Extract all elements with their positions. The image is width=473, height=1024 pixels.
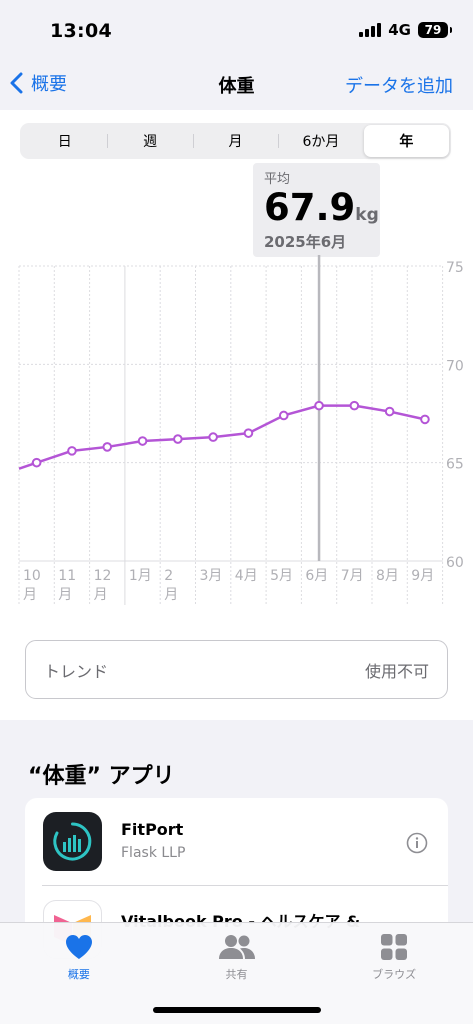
- network-type: 4G: [388, 21, 411, 39]
- data-point[interactable]: [349, 400, 360, 411]
- x-tick-label: 3月: [200, 568, 223, 584]
- period-segmented-control: 日 週 月 6か月 年: [20, 123, 451, 159]
- tab-label: ブラウズ: [372, 968, 417, 981]
- x-tick-label: 10: [23, 568, 41, 584]
- battery-icon: 79: [418, 22, 452, 38]
- segment-6months[interactable]: 6か月: [278, 125, 363, 157]
- selection-tooltip: 平均 67.9kg 2025年6月: [253, 163, 380, 257]
- x-tick-label: 4月: [235, 568, 258, 584]
- fitport-app-icon: [43, 812, 102, 871]
- x-tick-label: 6月: [305, 568, 328, 584]
- trend-row[interactable]: トレンド 使用不可: [25, 640, 448, 699]
- x-tick-label: 12: [94, 568, 112, 584]
- people-icon: [218, 935, 255, 959]
- data-point[interactable]: [243, 428, 254, 438]
- data-point[interactable]: [278, 410, 289, 421]
- tooltip-unit: kg: [355, 205, 379, 225]
- data-point[interactable]: [173, 434, 183, 444]
- back-label: 概要: [31, 74, 67, 95]
- x-tick-label: 8月: [376, 568, 399, 584]
- x-tick-label: 9月: [411, 568, 434, 584]
- segment-label: 月: [228, 134, 243, 150]
- app-name: FitPort: [121, 820, 184, 839]
- tab-browse[interactable]: ブラウズ: [315, 923, 473, 1024]
- x-tick-label: 5月: [270, 568, 293, 584]
- y-tick-label: 75: [446, 260, 464, 276]
- data-point[interactable]: [31, 457, 42, 468]
- segment-label: 週: [143, 134, 158, 150]
- heart-icon: [65, 935, 92, 959]
- app-row-fitport[interactable]: FitPort Flask LLP: [25, 798, 448, 886]
- data-point[interactable]: [102, 442, 113, 452]
- segment-month[interactable]: 月: [192, 125, 278, 157]
- tab-label: 共有: [225, 968, 248, 981]
- grid-icon: [381, 934, 408, 960]
- data-point[interactable]: [420, 414, 430, 425]
- data-point[interactable]: [208, 432, 218, 442]
- data-point[interactable]: [314, 400, 324, 411]
- x-tick-label: 1月: [129, 568, 152, 584]
- x-tick-label: 月: [58, 587, 72, 603]
- segment-label: 年: [399, 134, 414, 150]
- back-button[interactable]: 概要: [10, 70, 67, 96]
- tooltip-value-row: 67.9kg: [264, 186, 379, 229]
- tooltip-value: 67.9: [264, 186, 356, 229]
- status-indicators: 4G 79: [359, 21, 452, 39]
- data-point[interactable]: [67, 446, 77, 456]
- y-tick-label: 65: [446, 457, 464, 473]
- x-tick-label: 7月: [341, 568, 364, 584]
- x-tick-label: 月: [164, 587, 178, 603]
- info-icon[interactable]: [406, 832, 428, 854]
- trend-value: 使用不可: [364, 661, 429, 681]
- chart-card: [0, 110, 473, 720]
- x-tick-label: 月: [94, 587, 108, 603]
- trend-label: トレンド: [44, 661, 109, 681]
- y-tick-label: 70: [446, 358, 464, 374]
- tooltip-date: 2025年6月: [264, 232, 347, 251]
- segment-year[interactable]: 年: [363, 125, 450, 157]
- x-tick-label: 月: [23, 587, 37, 603]
- tab-label: 概要: [67, 968, 90, 981]
- battery-level: 79: [424, 23, 442, 37]
- tooltip-label: 平均: [264, 172, 291, 187]
- apps-section-title: “体重” アプリ: [28, 764, 175, 789]
- home-indicator: [153, 1007, 321, 1013]
- segment-week[interactable]: 週: [107, 125, 192, 157]
- app-developer: Flask LLP: [121, 845, 186, 861]
- data-point[interactable]: [137, 436, 148, 446]
- weight-chart[interactable]: 60 65 70 75 10 月 11 月 12 月 1月 2 月 3月 4月 5月 6月 7月 8月 9月: [0, 250, 473, 610]
- chevron-left-icon: [10, 72, 23, 94]
- tab-summary[interactable]: 概要: [0, 923, 158, 1024]
- segment-label: 6か月: [302, 134, 340, 150]
- x-tick-label: 11: [58, 568, 76, 584]
- y-tick-label: 60: [446, 555, 464, 571]
- tab-sharing[interactable]: 共有: [158, 923, 316, 1024]
- series-line: [18, 404, 426, 470]
- segment-day[interactable]: 日: [22, 125, 107, 157]
- add-data-button[interactable]: データを追加: [345, 76, 453, 97]
- divider: [42, 885, 448, 886]
- segment-label: 日: [57, 134, 72, 150]
- status-time: 13:04: [50, 20, 112, 42]
- cellular-signal-icon: [359, 23, 382, 37]
- page-title: 体重: [218, 76, 255, 97]
- x-tick-label: 2: [164, 568, 173, 584]
- data-point[interactable]: [384, 406, 395, 417]
